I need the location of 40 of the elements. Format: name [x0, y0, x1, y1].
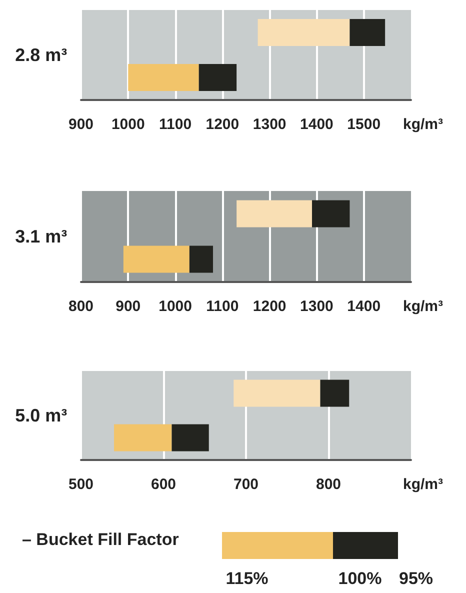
- x-tick-label: 1300: [252, 116, 286, 133]
- bar: [234, 380, 320, 407]
- text: – Bucket Fill Factor: [22, 530, 179, 550]
- x-tick-label: 1400: [347, 298, 381, 315]
- x-tick-label: 900: [68, 116, 94, 133]
- x-tick-label: 1500: [347, 116, 381, 133]
- x-tick-label: 600: [150, 476, 176, 493]
- x-tick-label: 800: [316, 476, 342, 493]
- x-tick-label: 1100: [159, 116, 192, 133]
- bar: [128, 64, 199, 91]
- bar: [172, 424, 209, 452]
- x-tick-label: 1300: [300, 298, 334, 315]
- bar: [350, 19, 386, 46]
- x-tick-label: 1000: [158, 298, 192, 315]
- bar: [189, 246, 213, 273]
- bar: [198, 64, 237, 91]
- y-axis-title: 5.0 m³: [15, 406, 68, 426]
- y-axis-title: 3.1 m³: [15, 226, 68, 246]
- bar: [114, 424, 172, 452]
- bar: [236, 200, 312, 228]
- x-tick-label: 900: [116, 298, 141, 315]
- x-axis-title: kg/m³: [403, 298, 444, 315]
- x-tick-label: 1000: [111, 116, 145, 133]
- bar: [320, 380, 350, 407]
- x-tick-label: 1400: [300, 116, 334, 133]
- x-tick-label: 500: [68, 476, 94, 493]
- x-tick-label: 1200: [206, 116, 240, 133]
- y-axis-title: 2.8 m³: [15, 45, 68, 65]
- x-axis-title: kg/m³: [403, 116, 444, 133]
- bar: [312, 200, 350, 228]
- text: 100%: [338, 569, 382, 589]
- text: 95%: [398, 569, 434, 589]
- bar: [123, 246, 190, 273]
- x-tick-label: 700: [233, 476, 259, 493]
- text: 115%: [226, 569, 268, 589]
- x-tick-label: 1200: [252, 298, 286, 315]
- x-tick-label: 800: [68, 298, 94, 315]
- x-tick-label: 1100: [206, 298, 239, 315]
- x-axis-title: kg/m³: [403, 476, 444, 493]
- bar: [258, 19, 350, 46]
